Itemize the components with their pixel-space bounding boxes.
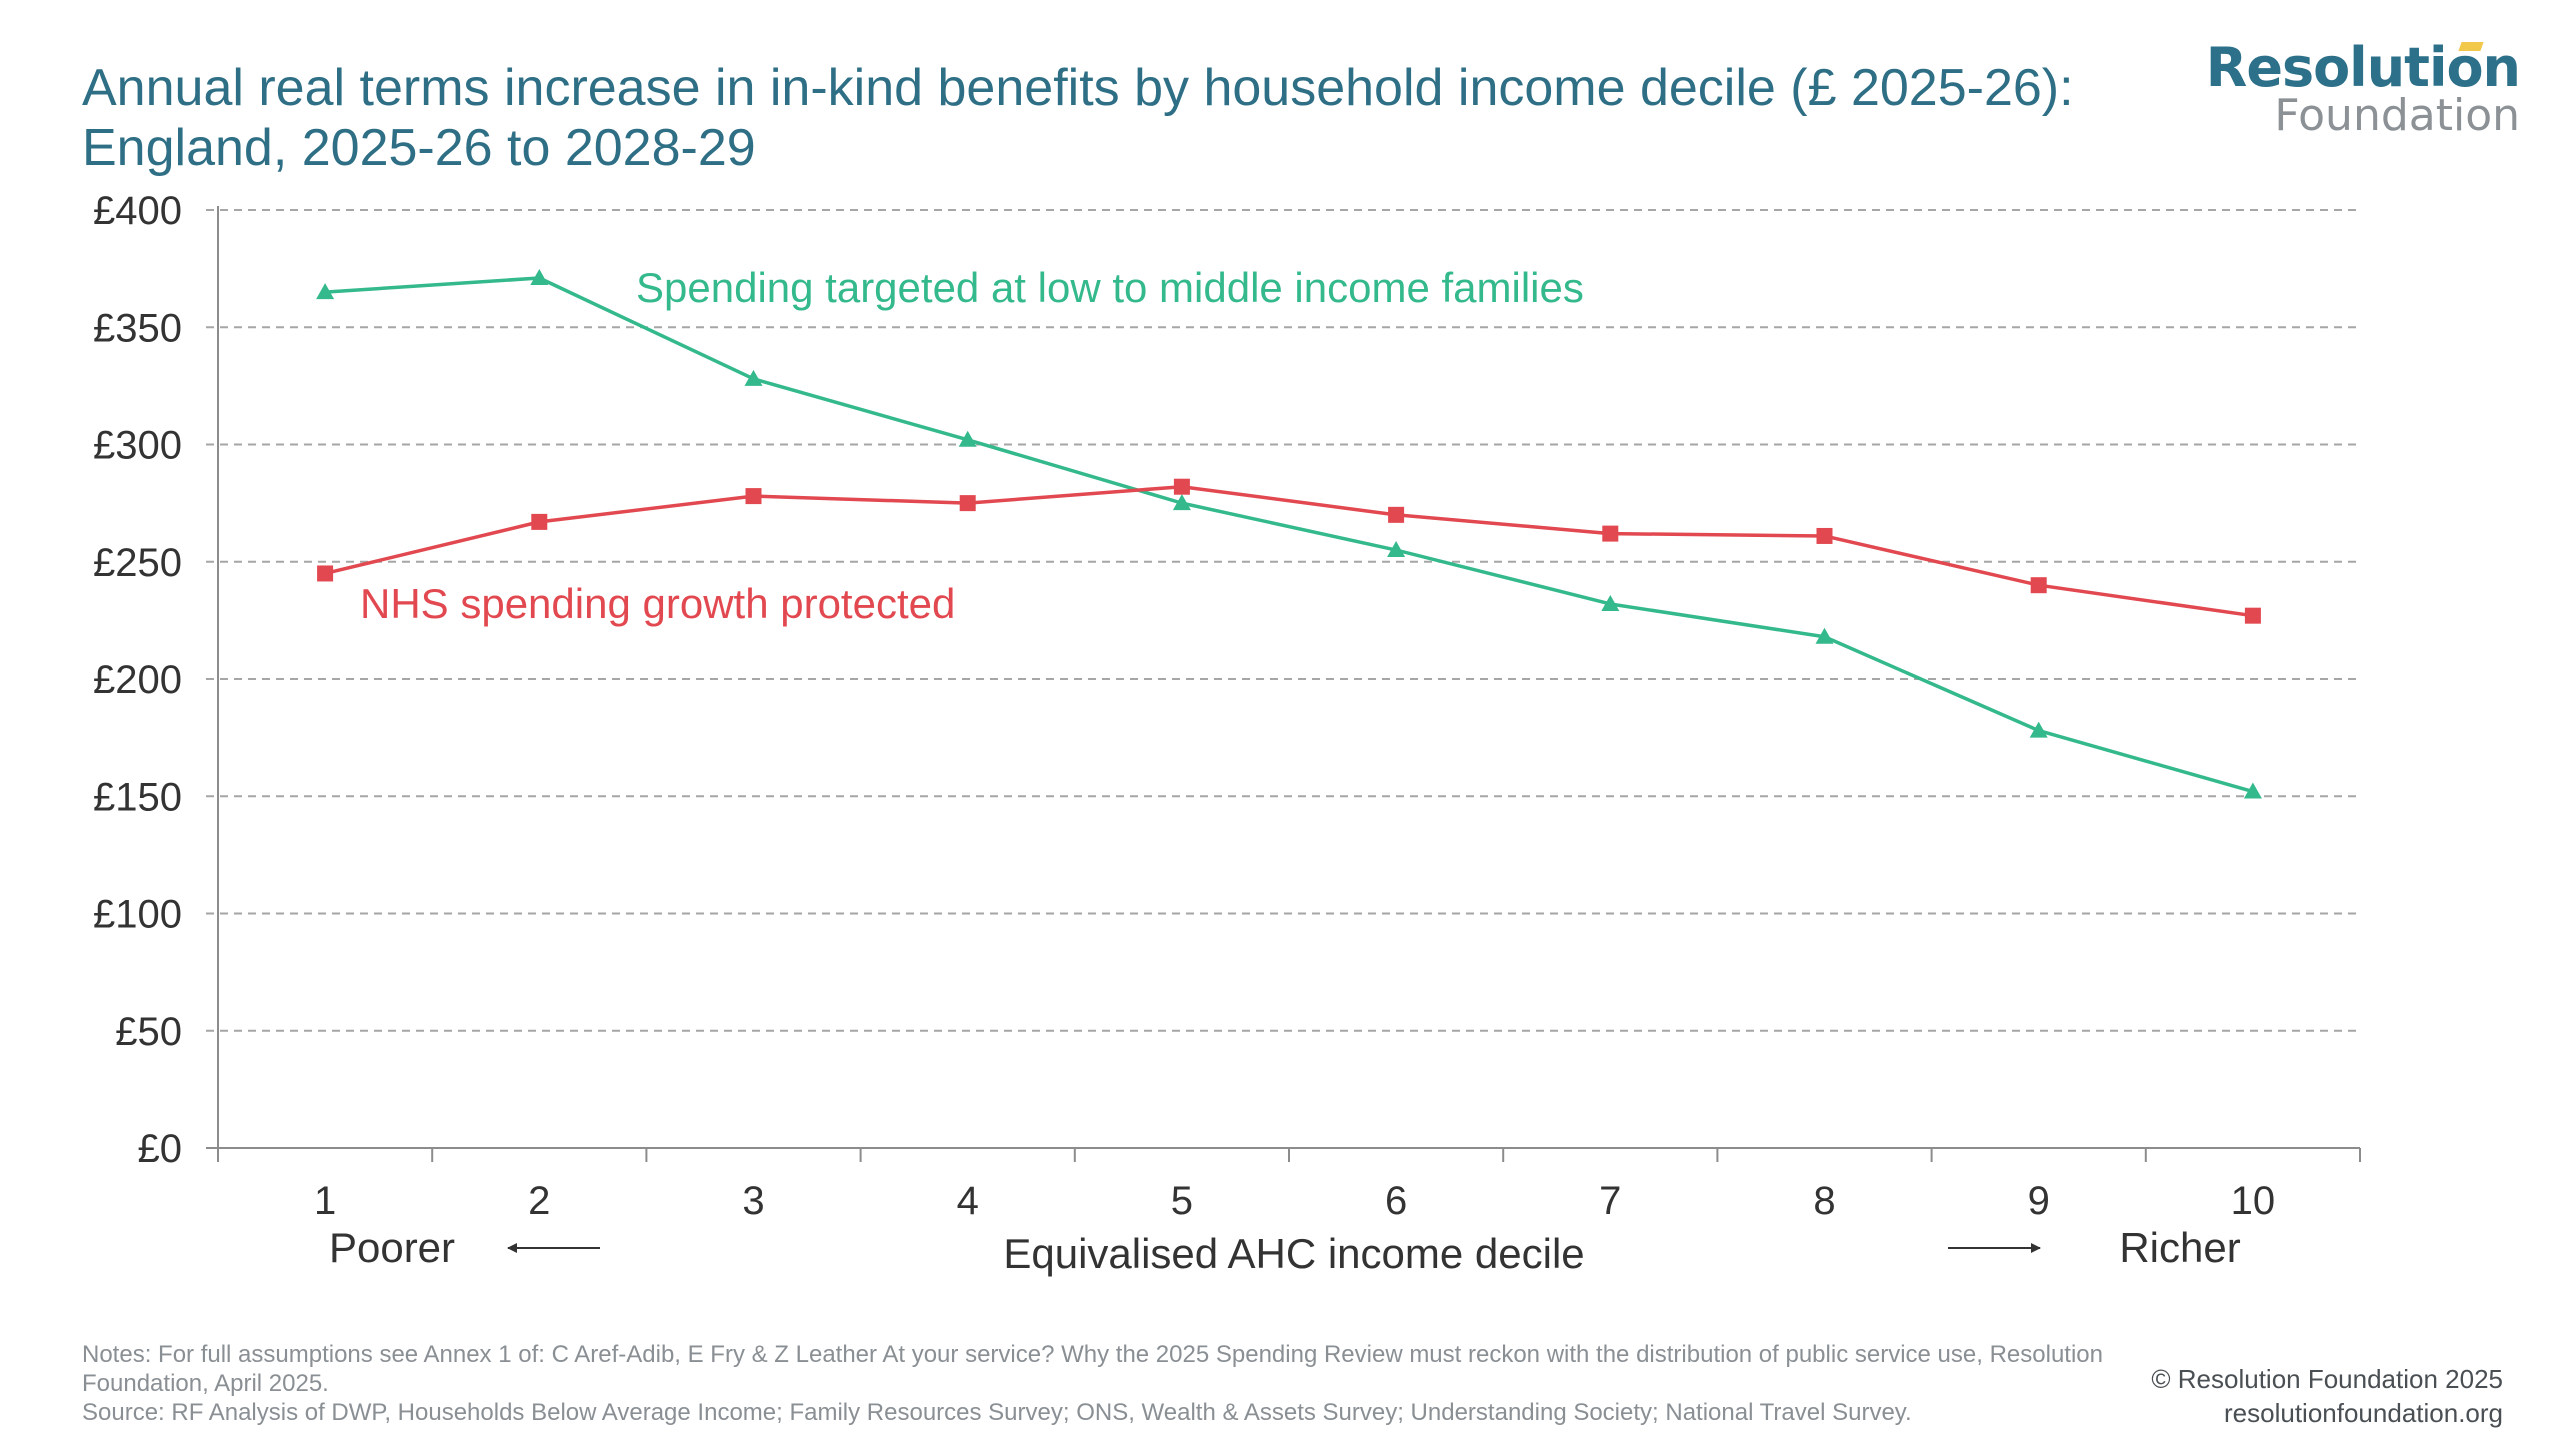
triangle-marker — [744, 369, 763, 386]
triangle-marker — [316, 283, 335, 300]
x-tick-label: 3 — [742, 1179, 764, 1223]
axes — [206, 206, 2361, 1162]
y-tick-label: £250 — [93, 541, 182, 585]
square-marker — [2244, 607, 2261, 624]
richer-label: Richer — [2119, 1224, 2240, 1271]
x-tick-label: 4 — [957, 1179, 979, 1223]
triangle-marker — [2243, 782, 2262, 799]
x-tick-label: 10 — [2231, 1179, 2276, 1223]
y-tick-label: £300 — [93, 424, 182, 468]
resolution-foundation-logo: Resolution Foundation — [2206, 40, 2521, 141]
series-line-2 — [324, 484, 2254, 618]
x-tick-label: 2 — [528, 1179, 550, 1223]
y-tick-label: £200 — [93, 658, 182, 702]
x-tick-label: 8 — [1813, 1179, 1835, 1223]
triangle-marker — [1601, 594, 1620, 611]
series-lines — [316, 269, 2262, 799]
website-text: resolutionfoundation.org — [2224, 1398, 2503, 1428]
square-marker — [317, 565, 334, 582]
y-tick-label: £50 — [115, 1010, 182, 1054]
chart-title: Annual real terms increase in in-kind be… — [82, 59, 2074, 177]
gridlines — [206, 209, 2360, 1032]
triangle-marker — [1815, 627, 1834, 644]
triangle-marker — [1387, 541, 1406, 558]
chart-footer: Notes: For full assumptions see Annex 1 … — [82, 1340, 2122, 1427]
x-axis-title: Equivalised AHC income decile — [1003, 1230, 1584, 1277]
series-label-1: Spending targeted at low to middle incom… — [636, 264, 1584, 311]
triangle-marker — [958, 430, 977, 447]
square-marker — [531, 513, 548, 530]
notes-text: Notes: For full assumptions see Annex 1 … — [82, 1341, 2103, 1397]
square-marker — [1816, 527, 1833, 544]
poorer-label: Poorer — [329, 1224, 455, 1271]
triangle-marker — [1172, 494, 1191, 511]
y-tick-label: £400 — [93, 189, 182, 233]
x-tick-label: 6 — [1385, 1179, 1407, 1223]
square-marker — [1602, 525, 1619, 542]
logo-wordmark-foundation: Foundation — [2274, 90, 2520, 141]
y-tick-label: £0 — [138, 1127, 183, 1171]
x-tick-label: 1 — [314, 1179, 336, 1223]
series-label-2: NHS spending growth protected — [360, 580, 955, 627]
x-tick-label: 9 — [2028, 1179, 2050, 1223]
square-marker — [1173, 478, 1190, 495]
chart-labels: £0 £50 £100 £150 £200 £250 £300 £350 £400 1 2 3 4 5 6 7… — [93, 189, 2275, 1277]
square-marker — [1388, 506, 1405, 523]
square-marker — [2030, 577, 2047, 594]
x-tick-label: 7 — [1599, 1179, 1621, 1223]
x-tick-label: 5 — [1171, 1179, 1193, 1223]
y-tick-label: £150 — [93, 775, 182, 819]
square-marker — [959, 495, 976, 512]
triangle-marker — [2029, 721, 2048, 738]
square-marker — [745, 488, 762, 505]
series-line-1 — [324, 276, 2254, 794]
y-tick-label: £100 — [93, 893, 182, 937]
copyright-block: © Resolution Foundation 2025 resolutionf… — [2151, 1362, 2503, 1430]
source-text: Source: RF Analysis of DWP, Households B… — [82, 1399, 1912, 1426]
triangle-marker — [530, 269, 549, 286]
copyright-text: © Resolution Foundation 2025 — [2151, 1364, 2503, 1394]
y-tick-label: £350 — [93, 306, 182, 350]
